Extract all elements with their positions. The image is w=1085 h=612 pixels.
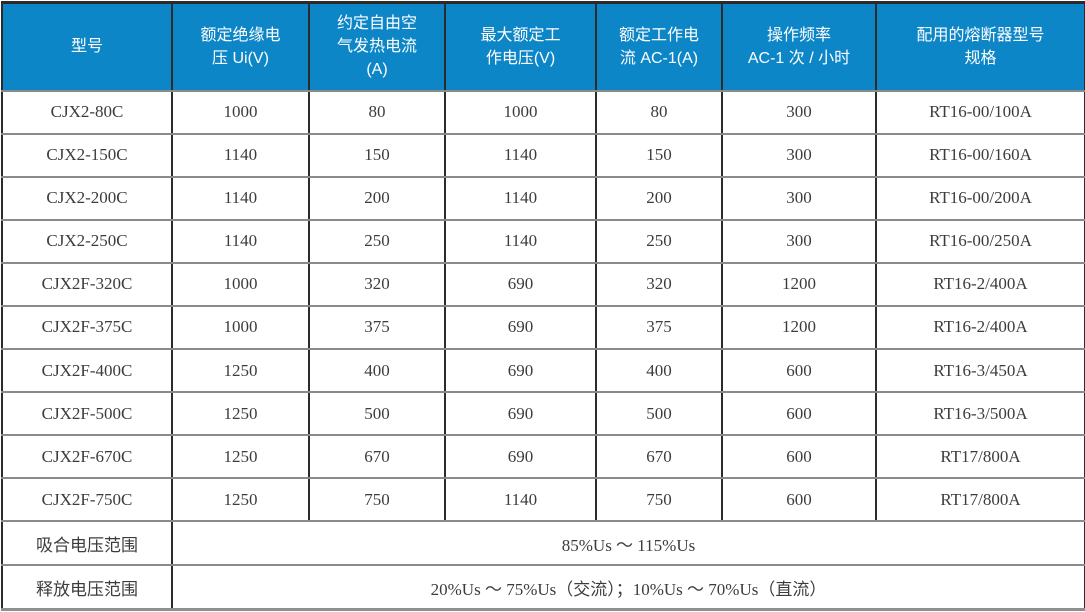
table-cell: 1140 bbox=[444, 132, 597, 178]
table-cell: 400 bbox=[595, 347, 723, 394]
column-header-insulation-voltage: 额定绝缘电 压 Ui(V) bbox=[171, 1, 310, 92]
footer-value: 85%Us ～ 115%Us bbox=[171, 520, 1085, 567]
table-row: CJX2-150C 1140 150 1140 150 300 RT16-00/… bbox=[1, 132, 1085, 178]
table-row: CJX2F-320C 1000 320 690 320 1200 RT16-2/… bbox=[1, 261, 1085, 307]
table-cell: 300 bbox=[721, 218, 877, 264]
table-cell: 1250 bbox=[171, 477, 310, 523]
table-row-pickup-voltage-range: 吸合电压范围 85%Us ～ 115%Us bbox=[1, 520, 1085, 567]
table-cell: 1140 bbox=[171, 175, 310, 221]
footer-value: 20%Us ～ 75%Us（交流）；10%Us ～ 70%Us（直流） bbox=[171, 564, 1085, 611]
table-cell: 1140 bbox=[444, 218, 597, 264]
table-cell: 200 bbox=[308, 175, 446, 221]
table-cell-model: CJX2-200C bbox=[1, 175, 173, 221]
table-cell: 690 bbox=[444, 434, 597, 480]
table-cell: 1200 bbox=[721, 304, 877, 350]
table-cell: 1000 bbox=[444, 89, 597, 135]
table-cell: 250 bbox=[595, 218, 723, 264]
table-cell: 690 bbox=[444, 391, 597, 437]
table-cell: RT17/800A bbox=[875, 477, 1085, 523]
table-cell: RT16-00/250A bbox=[875, 218, 1085, 264]
table-cell: 1000 bbox=[171, 304, 310, 350]
table-cell: 500 bbox=[595, 391, 723, 437]
table-cell: RT16-3/450A bbox=[875, 347, 1085, 394]
table-cell: 400 bbox=[308, 347, 446, 394]
table-cell: RT16-00/160A bbox=[875, 132, 1085, 178]
table-header-row: 型号 额定绝缘电 压 Ui(V) 约定自由空 气发热电流 (A) 最大额定工 作… bbox=[1, 1, 1085, 92]
column-header-working-current-ac1: 额定工作电 流 AC-1(A) bbox=[595, 1, 723, 92]
column-header-max-working-voltage: 最大额定工 作电压(V) bbox=[444, 1, 597, 92]
table-cell: 500 bbox=[308, 391, 446, 437]
table-cell: RT16-00/100A bbox=[875, 89, 1085, 135]
table-cell: RT16-00/200A bbox=[875, 175, 1085, 221]
table-row: CJX2F-670C 1250 670 690 670 600 RT17/800… bbox=[1, 434, 1085, 480]
footer-label: 吸合电压范围 bbox=[1, 520, 173, 567]
table-cell: 375 bbox=[308, 304, 446, 350]
footer-label: 释放电压范围 bbox=[1, 564, 173, 611]
table-cell: 320 bbox=[595, 261, 723, 307]
table-cell: 670 bbox=[308, 434, 446, 480]
table-cell: 690 bbox=[444, 261, 597, 307]
table-cell-model: CJX2-250C bbox=[1, 218, 173, 264]
table-cell: 690 bbox=[444, 347, 597, 394]
table-row: CJX2-250C 1140 250 1140 250 300 RT16-00/… bbox=[1, 218, 1085, 264]
table-cell: 80 bbox=[308, 89, 446, 135]
table-row: CJX2-80C 1000 80 1000 80 300 RT16-00/100… bbox=[1, 89, 1085, 135]
table-cell: RT16-2/400A bbox=[875, 304, 1085, 350]
table-row: CJX2F-400C 1250 400 690 400 600 RT16-3/4… bbox=[1, 347, 1085, 394]
table-cell: 300 bbox=[721, 132, 877, 178]
table-cell-model: CJX2-80C bbox=[1, 89, 173, 135]
table-cell: 200 bbox=[595, 175, 723, 221]
column-header-operating-frequency: 操作频率 AC-1 次 / 小时 bbox=[721, 1, 877, 92]
table-cell: 1200 bbox=[721, 261, 877, 307]
table-cell: 1250 bbox=[171, 347, 310, 394]
column-header-thermal-current: 约定自由空 气发热电流 (A) bbox=[308, 1, 446, 92]
table-cell: 80 bbox=[595, 89, 723, 135]
table-cell: 600 bbox=[721, 347, 877, 394]
table-row: CJX2F-500C 1250 500 690 500 600 RT16-3/5… bbox=[1, 391, 1085, 437]
table-cell: 600 bbox=[721, 391, 877, 437]
table-cell-model: CJX2F-500C bbox=[1, 391, 173, 437]
table-cell: 320 bbox=[308, 261, 446, 307]
table-cell: 750 bbox=[595, 477, 723, 523]
table-cell: 250 bbox=[308, 218, 446, 264]
table-cell-model: CJX2F-400C bbox=[1, 347, 173, 394]
table-cell: 375 bbox=[595, 304, 723, 350]
table-row: CJX2F-375C 1000 375 690 375 1200 RT16-2/… bbox=[1, 304, 1085, 350]
table-cell: 1140 bbox=[444, 175, 597, 221]
table-cell: 1000 bbox=[171, 89, 310, 135]
table-cell-model: CJX2-150C bbox=[1, 132, 173, 178]
column-header-model: 型号 bbox=[1, 1, 173, 92]
table-cell: 1250 bbox=[171, 434, 310, 480]
table-cell: 150 bbox=[595, 132, 723, 178]
table-cell-model: CJX2F-375C bbox=[1, 304, 173, 350]
table-cell: 750 bbox=[308, 477, 446, 523]
table-row: CJX2-200C 1140 200 1140 200 300 RT16-00/… bbox=[1, 175, 1085, 221]
column-header-fuse-spec: 配用的熔断器型号 规格 bbox=[875, 1, 1085, 92]
table-cell: 150 bbox=[308, 132, 446, 178]
table-cell-model: CJX2F-670C bbox=[1, 434, 173, 480]
table-cell: RT16-2/400A bbox=[875, 261, 1085, 307]
table-cell: 670 bbox=[595, 434, 723, 480]
table-cell: 690 bbox=[444, 304, 597, 350]
table-cell: 600 bbox=[721, 477, 877, 523]
table-cell: 1000 bbox=[171, 261, 310, 307]
table-row-release-voltage-range: 释放电压范围 20%Us ～ 75%Us（交流）；10%Us ～ 70%Us（直… bbox=[1, 564, 1085, 611]
table-cell: RT16-3/500A bbox=[875, 391, 1085, 437]
table-cell: 1140 bbox=[171, 132, 310, 178]
table-cell-model: CJX2F-750C bbox=[1, 477, 173, 523]
table-cell-model: CJX2F-320C bbox=[1, 261, 173, 307]
table-cell: 300 bbox=[721, 89, 877, 135]
table-cell: 300 bbox=[721, 175, 877, 221]
table-cell: 600 bbox=[721, 434, 877, 480]
table-row: CJX2F-750C 1250 750 1140 750 600 RT17/80… bbox=[1, 477, 1085, 523]
table-cell: 1140 bbox=[444, 477, 597, 523]
table-cell: 1250 bbox=[171, 391, 310, 437]
table-cell: RT17/800A bbox=[875, 434, 1085, 480]
table-cell: 1140 bbox=[171, 218, 310, 264]
